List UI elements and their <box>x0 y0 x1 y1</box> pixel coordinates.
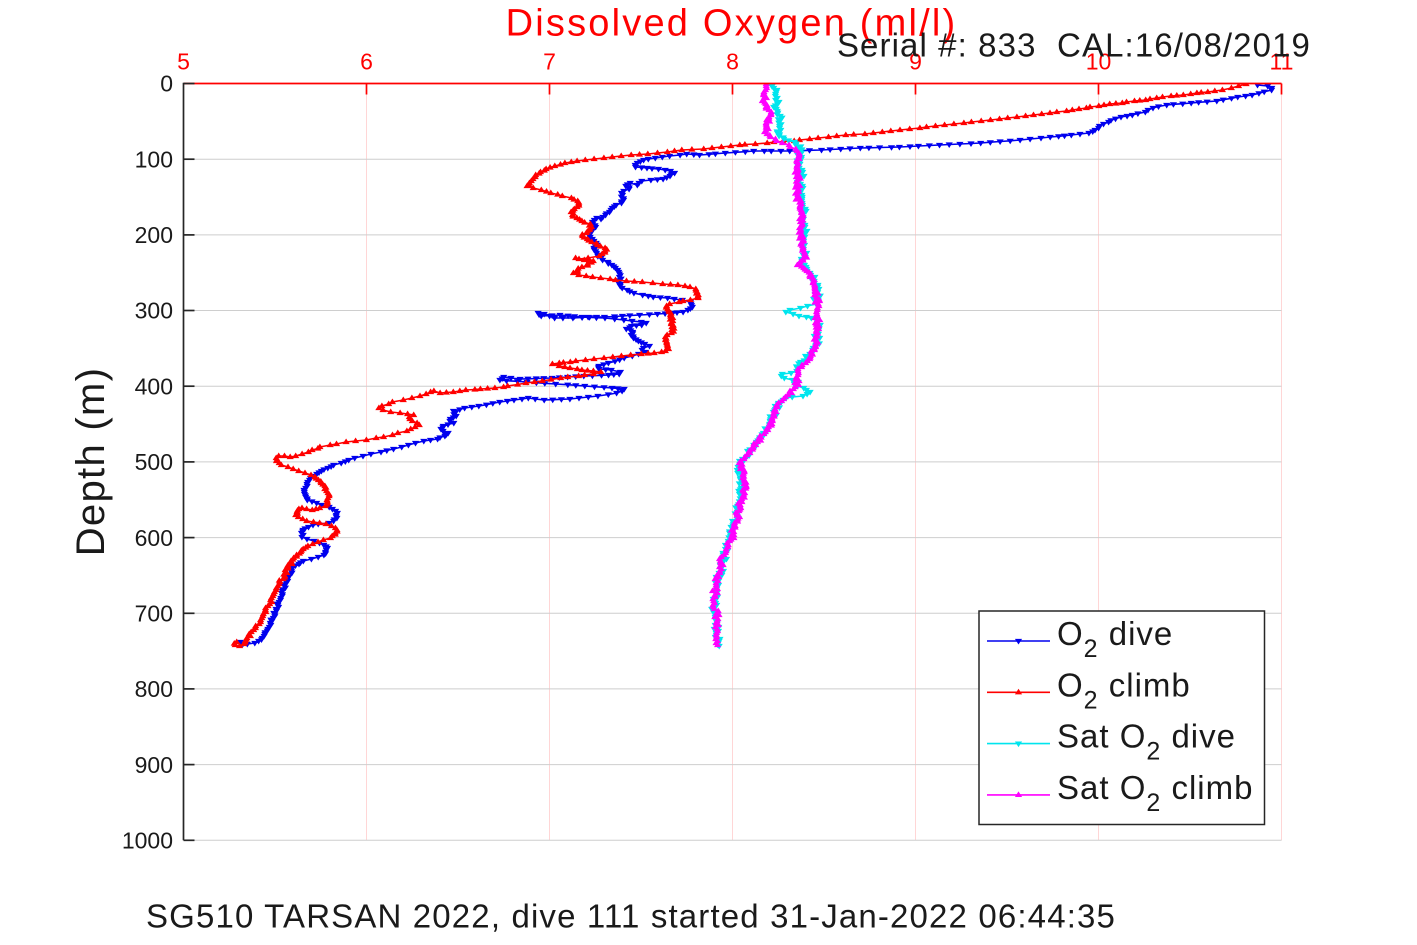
svg-text:1000: 1000 <box>122 828 173 854</box>
svg-text:400: 400 <box>135 373 173 399</box>
svg-text:Dissolved Oxygen (ml/l): Dissolved Oxygen (ml/l) <box>506 3 958 45</box>
svg-text:800: 800 <box>135 676 173 702</box>
svg-text:6: 6 <box>360 49 373 75</box>
svg-text:0: 0 <box>160 71 173 97</box>
svg-text:8: 8 <box>726 49 739 75</box>
svg-text:200: 200 <box>135 222 173 248</box>
svg-text:100: 100 <box>135 146 173 172</box>
svg-text:300: 300 <box>135 298 173 324</box>
svg-text:10: 10 <box>1086 49 1112 75</box>
svg-text:7: 7 <box>543 49 556 75</box>
svg-text:500: 500 <box>135 449 173 475</box>
svg-text:Depth (m): Depth (m) <box>69 367 113 557</box>
svg-text:600: 600 <box>135 525 173 551</box>
svg-text:9: 9 <box>909 49 922 75</box>
svg-text:SG510 TARSAN 2022, dive 111 st: SG510 TARSAN 2022, dive 111 started 31-J… <box>146 898 1116 935</box>
svg-text:11: 11 <box>1270 49 1294 75</box>
svg-text:Serial #: 833 CAL:16/08/2019: Serial #: 833 CAL:16/08/2019 <box>837 27 1311 64</box>
svg-text:5: 5 <box>177 49 190 75</box>
svg-text:900: 900 <box>135 752 173 778</box>
svg-text:700: 700 <box>135 601 173 627</box>
